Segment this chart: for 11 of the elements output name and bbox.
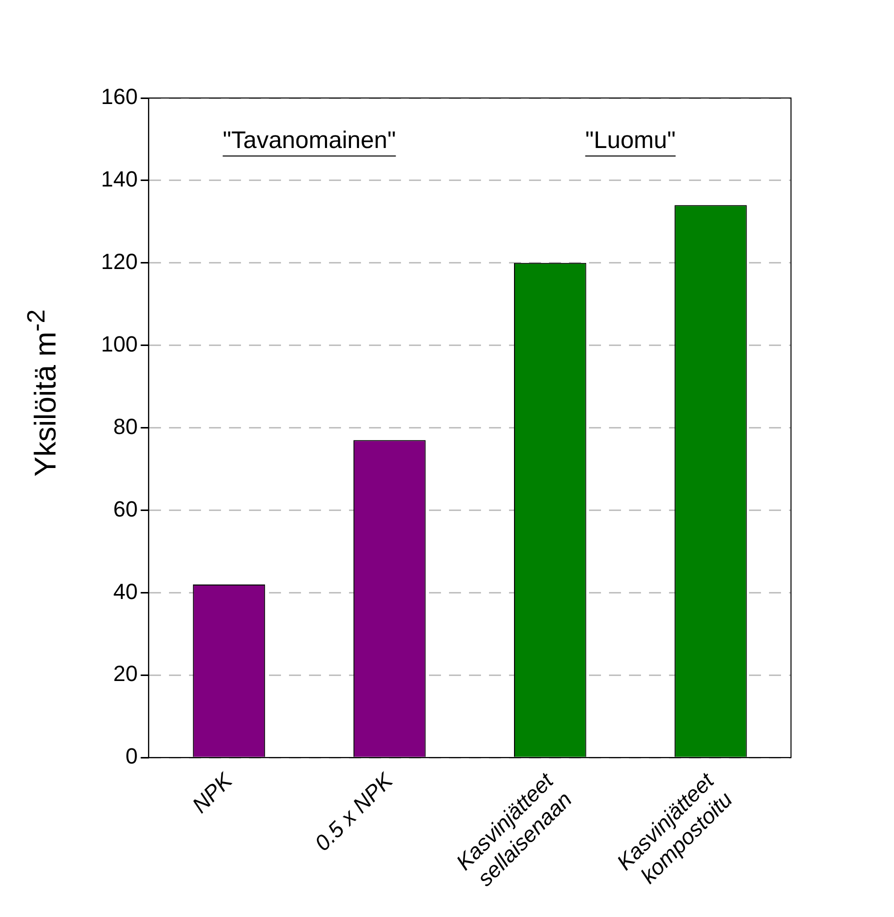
y-tick-label: 80	[113, 414, 138, 439]
y-tick-label: 160	[100, 84, 138, 110]
annotation: "Tavanomainen"	[222, 127, 396, 154]
y-tick-label: 140	[100, 166, 138, 192]
y-tick-label: 0	[125, 744, 138, 769]
annotation: "Luomu"	[585, 127, 676, 154]
y-tick-label: 60	[113, 496, 138, 522]
y-tick-label: 120	[100, 248, 138, 274]
y-tick-label: 20	[113, 661, 138, 686]
y-tick-label: 100	[100, 331, 138, 356]
y-tick-label: 40	[113, 578, 138, 604]
